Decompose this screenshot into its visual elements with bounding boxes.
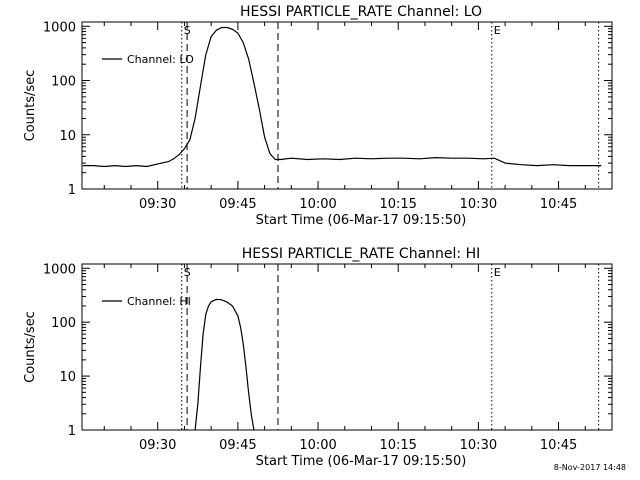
x-tick-label: 10:30 bbox=[460, 438, 497, 453]
plot-frame bbox=[81, 21, 613, 190]
y-tick-label: 1 bbox=[68, 424, 76, 439]
event-marker-label: E bbox=[494, 266, 501, 279]
y-tick-label: 100 bbox=[51, 316, 76, 331]
y-tick-label: 1000 bbox=[43, 20, 76, 35]
legend-label: Channel: LO bbox=[127, 53, 194, 66]
x-tick-label: 10:00 bbox=[299, 438, 336, 453]
chart-panel-1: HESSI PARTICLE_RATE Channel: LO 1 10 100 100… bbox=[23, 4, 613, 228]
plot-frame bbox=[81, 263, 613, 431]
chart-panel-2: HESSI PARTICLE_RATE Channel: HI 1 10 100 100… bbox=[23, 246, 613, 469]
x-tick-label: 09:45 bbox=[219, 197, 256, 212]
x-tick-label: 10:15 bbox=[379, 438, 416, 453]
x-tick-label: 09:30 bbox=[139, 438, 176, 453]
y-tick-label: 1 bbox=[68, 183, 76, 198]
y-tick-label: 10 bbox=[59, 129, 76, 144]
x-tick-label: 10:15 bbox=[379, 197, 416, 212]
x-tick-label: 09:45 bbox=[219, 438, 256, 453]
x-axis-label: Start Time (06-Mar-17 09:15:50) bbox=[256, 454, 467, 469]
event-marker-label: E bbox=[494, 24, 501, 37]
event-marker-label: S bbox=[184, 266, 191, 279]
x-tick-label: 10:45 bbox=[540, 438, 577, 453]
y-axis-label: Counts/sec bbox=[23, 311, 38, 383]
footer-timestamp: 8-Nov-2017 14:48 bbox=[553, 463, 626, 472]
x-axis-label: Start Time (06-Mar-17 09:15:50) bbox=[256, 213, 467, 228]
chart-title: HESSI PARTICLE_RATE Channel: HI bbox=[242, 246, 480, 262]
x-tick-label: 09:30 bbox=[139, 197, 176, 212]
series-line bbox=[82, 26, 602, 168]
y-tick-label: 100 bbox=[51, 75, 76, 90]
legend-label: Channel: HI bbox=[127, 295, 191, 308]
y-axis-label: Counts/sec bbox=[23, 70, 38, 142]
series-line bbox=[194, 298, 255, 430]
chart-title: HESSI PARTICLE_RATE Channel: LO bbox=[240, 4, 482, 20]
y-tick-label: 10 bbox=[59, 370, 76, 385]
x-tick-label: 10:45 bbox=[540, 197, 577, 212]
x-tick-label: 10:30 bbox=[460, 197, 497, 212]
x-tick-label: 10:00 bbox=[299, 197, 336, 212]
y-tick-label: 1000 bbox=[43, 262, 76, 277]
event-marker-label: S bbox=[184, 24, 191, 37]
